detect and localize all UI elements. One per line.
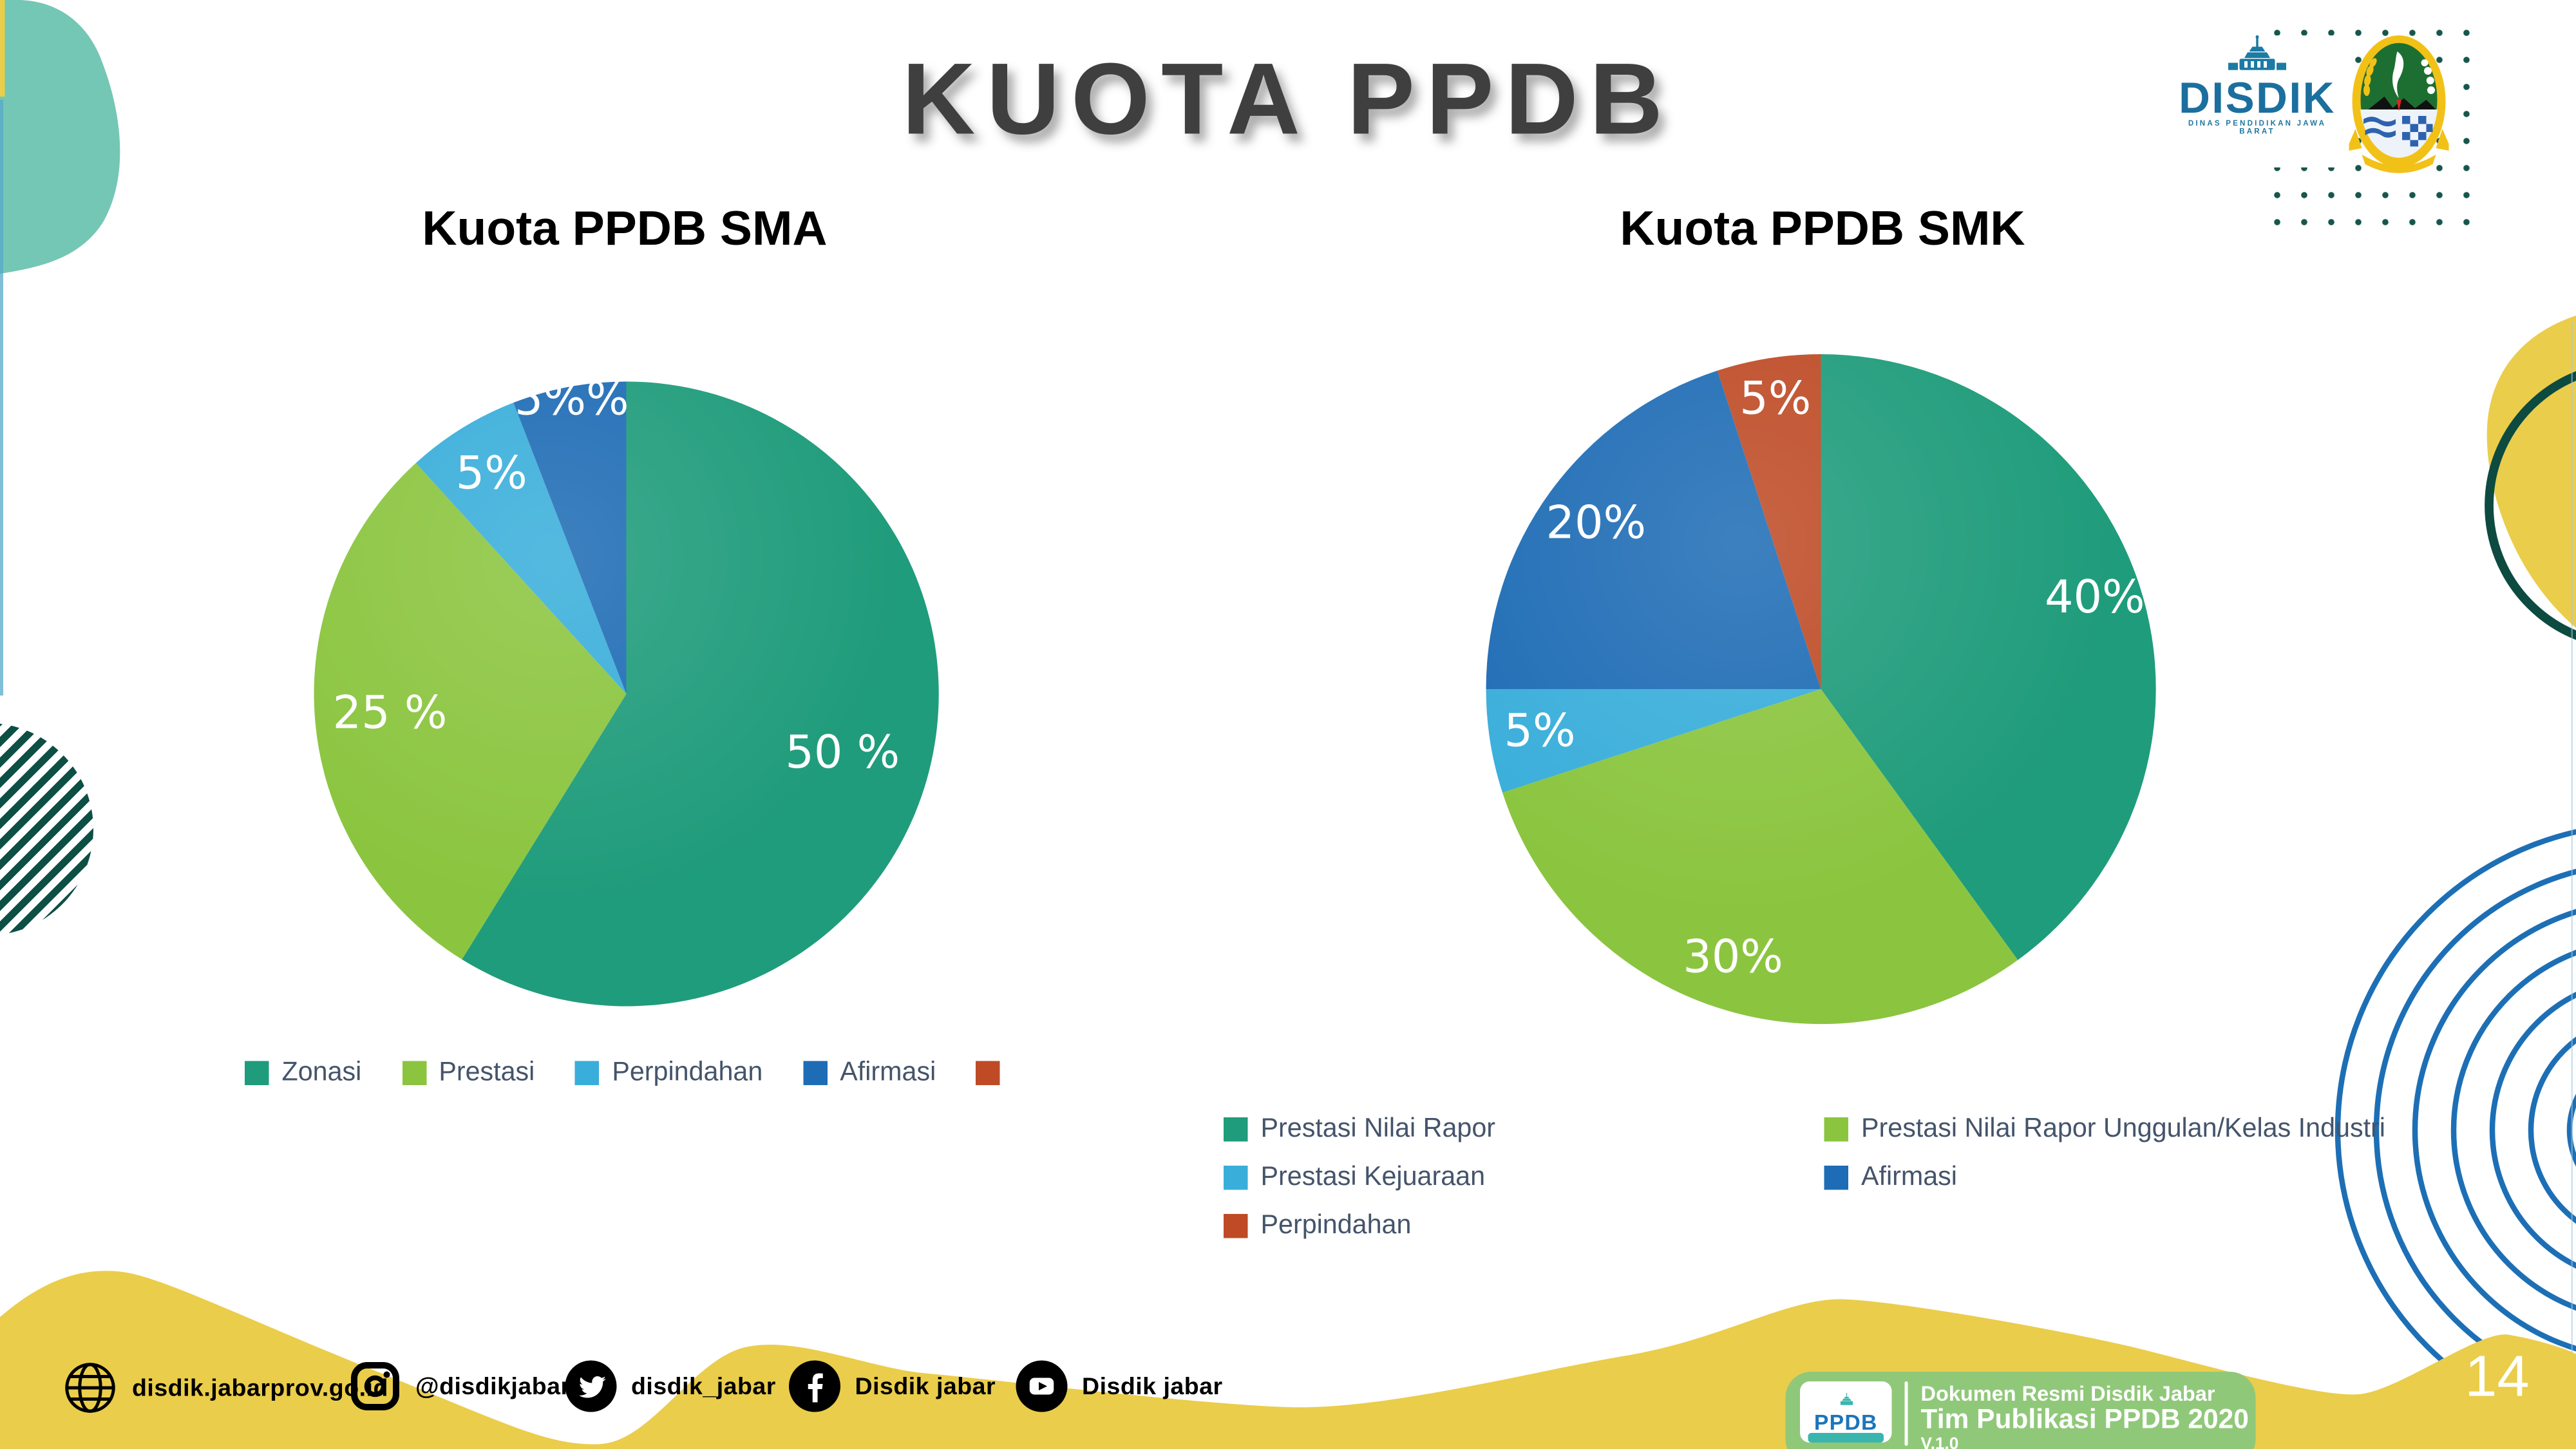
pie-label: 40% xyxy=(2045,571,2145,623)
badge-divider xyxy=(1904,1381,1908,1446)
pie-label: 5% xyxy=(456,446,527,499)
pie-label: 20% xyxy=(1546,496,1646,549)
social-item: @disdikjabar xyxy=(350,1361,571,1412)
legend-label: Afirmasi xyxy=(1861,1162,1957,1191)
pie-label: 30% xyxy=(1683,930,1783,983)
social-item: disdik_jabar xyxy=(565,1360,776,1412)
twitter-icon xyxy=(565,1360,617,1412)
youtube-icon xyxy=(1016,1360,1068,1412)
page-number: 14 xyxy=(2465,1343,2530,1409)
instagram-icon xyxy=(350,1361,401,1412)
legend-label: Perpindahan xyxy=(1260,1211,1412,1240)
legend-item: Prestasi Nilai Rapor xyxy=(1224,1114,1495,1145)
legend-swatch xyxy=(1224,1117,1248,1142)
badge-line-1: Dokumen Resmi Disdik Jabar xyxy=(1920,1381,2215,1406)
legend-item: Perpindahan xyxy=(1224,1211,1495,1242)
social-label: disdik_jabar xyxy=(631,1372,776,1400)
legend-swatch xyxy=(245,1061,269,1085)
social-label: Disdik jabar xyxy=(1082,1372,1223,1400)
disdik-subtitle: DINAS PENDIDIKAN JAWA BARAT xyxy=(2188,119,2327,135)
legend-item xyxy=(976,1061,1014,1085)
legend-swatch xyxy=(574,1061,600,1085)
legend-item: Perpindahan xyxy=(574,1057,763,1089)
social-item: Disdik jabar xyxy=(789,1360,996,1412)
globe-icon xyxy=(63,1361,118,1416)
chart-title-smk: Kuota PPDB SMK xyxy=(1620,203,2025,256)
legend-label: Prestasi Kejuaraan xyxy=(1260,1162,1486,1191)
gedung-sate-icon xyxy=(2228,35,2286,70)
pie-label: 25 % xyxy=(333,687,448,739)
badge-line-3: V.1.0 xyxy=(1920,1434,1959,1449)
legend-swatch xyxy=(976,1061,1001,1085)
pie-label: 50 % xyxy=(785,726,900,779)
legend-swatch xyxy=(1224,1214,1248,1238)
pie-label: 5%% xyxy=(515,373,629,426)
social-label: @disdikjabar xyxy=(415,1372,571,1400)
legend-item: Prestasi xyxy=(401,1057,535,1089)
legend-smk-column-2: Prestasi Nilai Rapor Unggulan/Kelas Indu… xyxy=(1824,1114,2385,1193)
social-label: Disdik jabar xyxy=(855,1372,996,1400)
legend-label: Perpindahan xyxy=(612,1057,763,1087)
ppdb-logo: PPDB xyxy=(1800,1381,1892,1443)
social-item: disdik.jabarprov.go.id xyxy=(63,1361,388,1416)
disdik-wordmark: DISDIK xyxy=(2179,74,2336,122)
disdik-logo: DISDIK DINAS PENDIDIKAN JAWA BARAT xyxy=(2174,35,2341,167)
pie-label: 5% xyxy=(1739,372,1811,424)
yellow-edge-decoration xyxy=(0,0,5,97)
legend-label: Zonasi xyxy=(281,1057,362,1087)
left-edge-line-decoration xyxy=(0,100,3,696)
mint-blob-decoration xyxy=(0,0,120,274)
pie-label: 5% xyxy=(1504,704,1575,757)
legend-item: Afirmasi xyxy=(1824,1162,2385,1193)
gedung-sate-icon xyxy=(1839,1392,1852,1405)
badge-line-2: Tim Publikasi PPDB 2020 xyxy=(1920,1404,2249,1435)
pie-shine xyxy=(1486,354,2156,1024)
legend-swatch xyxy=(401,1061,426,1085)
legend-item: Prestasi Kejuaraan xyxy=(1224,1162,1495,1193)
page-title: KUOTA PPDB xyxy=(902,43,1674,156)
legend-swatch xyxy=(802,1061,828,1085)
legend-label: Afirmasi xyxy=(840,1057,936,1087)
ppdb-logo-text: PPDB xyxy=(1814,1410,1878,1435)
jabar-emblem-icon xyxy=(2349,35,2449,173)
legend-label: Prestasi Nilai Rapor xyxy=(1260,1114,1496,1143)
legend-item: Zonasi xyxy=(245,1058,361,1089)
legend-swatch xyxy=(1824,1166,1848,1190)
legend-swatch xyxy=(1824,1117,1848,1142)
legend-label: Prestasi Nilai Rapor Unggulan/Kelas Indu… xyxy=(1861,1114,2385,1143)
facebook-icon xyxy=(789,1360,840,1412)
legend-sma: Zonasi Prestasi Perpindahan Afirmasi xyxy=(245,1058,1146,1089)
legend-smk-column-1: Prestasi Nilai Rapor Prestasi Kejuaraan Pe… xyxy=(1224,1114,1495,1242)
chart-title-sma: Kuota PPDB SMA xyxy=(422,203,828,256)
social-item: Disdik jabar xyxy=(1016,1360,1223,1412)
legend-swatch xyxy=(1224,1166,1248,1190)
pie-shine xyxy=(314,381,939,1007)
legend-item: Afirmasi xyxy=(802,1057,936,1089)
document-badge: PPDB Dokumen Resmi Disdik Jabar Tim Publ… xyxy=(1785,1372,2256,1449)
legend-item: Prestasi Nilai Rapor Unggulan/Kelas Indu… xyxy=(1824,1114,2385,1145)
legend-label: Prestasi xyxy=(439,1057,535,1087)
